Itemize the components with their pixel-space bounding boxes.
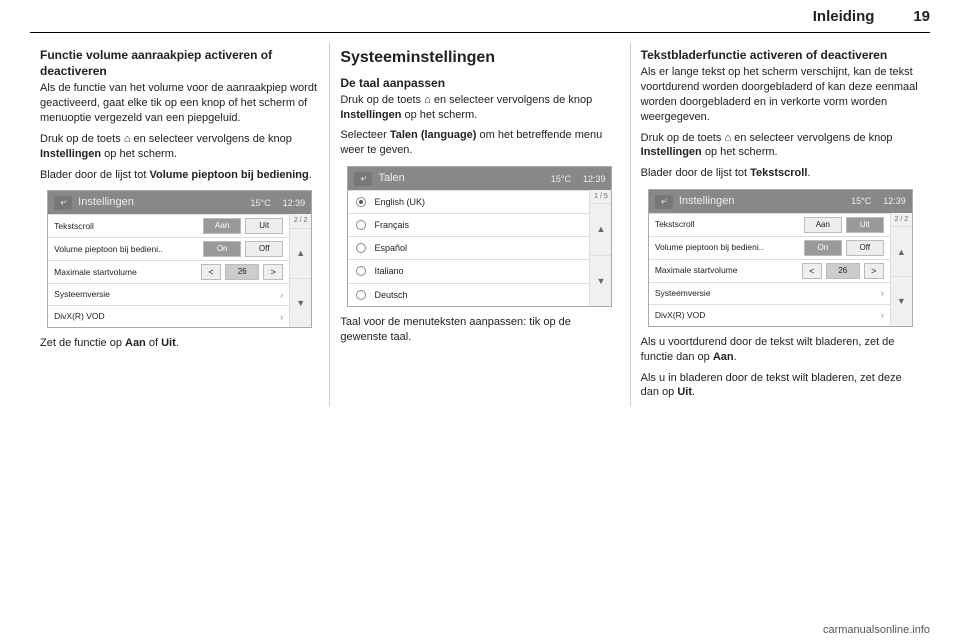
seg-uit[interactable]: Uit xyxy=(245,218,283,234)
scroll-up-icon[interactable]: ▲ xyxy=(590,204,611,255)
radio-icon xyxy=(356,266,366,276)
back-icon[interactable]: ⤶ xyxy=(354,172,372,186)
chevron-right-icon: › xyxy=(280,289,283,301)
lang-item[interactable]: English (UK) xyxy=(348,190,589,213)
row-volume-piep[interactable]: Volume pieptoon bij bedieni.. On Off xyxy=(48,237,289,260)
col1-para2: Druk op de toets ⌂ en selecteer ver­volg… xyxy=(40,132,319,162)
stepper-inc[interactable]: > xyxy=(864,263,884,279)
row-tekstscroll[interactable]: Tekstscroll Aan Uit xyxy=(48,214,289,237)
row-volume-piep[interactable]: Volume pieptoon bij bedieni.. On Off xyxy=(649,236,890,259)
panel-temp: 15°C xyxy=(851,195,871,207)
panel-title: Instellingen xyxy=(679,194,839,209)
column-right: Tekstbladerfunctie activeren of deactive… xyxy=(630,43,930,406)
col1-para1: Als de functie van het volume voor de aa… xyxy=(40,81,319,126)
panel-temp: 15°C xyxy=(251,197,271,209)
languages-panel: ⤶ Talen 15°C 12:39 English (UK) Français xyxy=(347,166,612,307)
lang-item[interactable]: Italiano xyxy=(348,259,589,282)
page-indicator: 1 / 5 xyxy=(590,190,611,204)
col1-para4: Zet de functie op Aan of Uit. xyxy=(40,336,319,351)
lang-label: Français xyxy=(374,219,409,231)
page-indicator: 2 / 2 xyxy=(891,213,912,227)
lang-label: Deutsch xyxy=(374,289,407,301)
radio-icon xyxy=(356,197,366,207)
stepper-value: 26 xyxy=(826,263,860,279)
seg-aan[interactable]: Aan xyxy=(203,218,241,234)
page-section-title: Inleiding xyxy=(813,8,875,25)
seg-off[interactable]: Off xyxy=(846,240,884,256)
panel-clock: 12:39 xyxy=(583,173,606,185)
col3-heading: Tekstbladerfunctie activeren of deactive… xyxy=(641,47,920,63)
seg-on[interactable]: On xyxy=(804,240,842,256)
panel-title: Talen xyxy=(378,171,538,186)
radio-icon xyxy=(356,243,366,253)
scroll-down-icon[interactable]: ▼ xyxy=(891,277,912,326)
row-max-start[interactable]: Maximale startvolume < 26 > xyxy=(649,259,890,282)
col3-para4: Als u voortdurend door de tekst wilt bla… xyxy=(641,335,920,365)
column-middle: Systeeminstellingen De taal aanpassen Dr… xyxy=(329,43,629,406)
scroll-up-icon[interactable]: ▲ xyxy=(290,229,311,279)
back-icon[interactable]: ⤶ xyxy=(655,195,673,209)
row-divx[interactable]: DivX(R) VOD › xyxy=(649,304,890,326)
settings-panel: ⤶ Instellingen 15°C 12:39 Tekstscroll Aa… xyxy=(648,189,913,327)
radio-icon xyxy=(356,290,366,300)
scroll-down-icon[interactable]: ▼ xyxy=(590,256,611,306)
seg-on[interactable]: On xyxy=(203,241,241,257)
row-tekstscroll[interactable]: Tekstscroll Aan Uit xyxy=(649,213,890,236)
col1-para3: Blader door de lijst tot Volume pieptoon… xyxy=(40,168,319,183)
col2-heading: De taal aanpassen xyxy=(340,75,619,91)
row-max-start[interactable]: Maximale startvolume < 26 > xyxy=(48,260,289,283)
lang-label: Italiano xyxy=(374,265,403,277)
lang-item[interactable]: Français xyxy=(348,213,589,236)
row-divx[interactable]: DivX(R) VOD › xyxy=(48,305,289,327)
radio-icon xyxy=(356,220,366,230)
column-left: Functie volume aanraakpiep activeren of … xyxy=(30,43,329,406)
settings-panel: ⤶ Instellingen 15°C 12:39 Tekstscroll Aa… xyxy=(47,190,312,328)
col2-para1: Druk op de toets ⌂ en selecteer ver­volg… xyxy=(340,93,619,123)
stepper-inc[interactable]: > xyxy=(263,264,283,280)
lang-label: Español xyxy=(374,242,407,254)
stepper-value: 26 xyxy=(225,264,259,280)
seg-aan[interactable]: Aan xyxy=(804,217,842,233)
scroll-down-icon[interactable]: ▼ xyxy=(290,279,311,328)
seg-off[interactable]: Off xyxy=(245,241,283,257)
chevron-right-icon: › xyxy=(280,311,283,323)
col2-para2: Selecteer Talen (language) om het betref… xyxy=(340,128,619,158)
page-indicator: 2 / 2 xyxy=(290,214,311,228)
row-systeemversie[interactable]: Systeemversie › xyxy=(48,283,289,305)
back-icon[interactable]: ⤶ xyxy=(54,196,72,210)
home-icon: ⌂ xyxy=(424,94,431,106)
col3-para2: Druk op de toets ⌂ en selecteer ver­volg… xyxy=(641,131,920,161)
col3-para5: Als u in bladeren door de tekst wilt bla… xyxy=(641,371,920,401)
col2-heading-big: Systeeminstellingen xyxy=(340,47,619,69)
col3-para3: Blader door de lijst tot Tekstscroll. xyxy=(641,166,920,181)
chevron-right-icon: › xyxy=(881,287,884,299)
panel-clock: 12:39 xyxy=(283,197,306,209)
lang-item[interactable]: Deutsch xyxy=(348,283,589,306)
panel-temp: 15°C xyxy=(551,173,571,185)
col2-para3: Taal voor de menuteksten aanpas­sen: tik… xyxy=(340,315,619,345)
scroll-up-icon[interactable]: ▲ xyxy=(891,227,912,277)
panel-title: Instellingen xyxy=(78,195,238,210)
footer-watermark: carmanualsonline.info xyxy=(823,624,930,636)
lang-item[interactable]: Español xyxy=(348,236,589,259)
page-number: 19 xyxy=(913,8,930,25)
row-systeemversie[interactable]: Systeemversie › xyxy=(649,282,890,304)
lang-label: English (UK) xyxy=(374,196,425,208)
seg-uit[interactable]: Uit xyxy=(846,217,884,233)
col1-heading: Functie volume aanraakpiep activeren of … xyxy=(40,47,319,79)
chevron-right-icon: › xyxy=(881,309,884,321)
panel-clock: 12:39 xyxy=(883,195,906,207)
stepper-dec[interactable]: < xyxy=(201,264,221,280)
col3-para1: Als er lange tekst op het scherm ver­sch… xyxy=(641,65,920,124)
stepper-dec[interactable]: < xyxy=(802,263,822,279)
